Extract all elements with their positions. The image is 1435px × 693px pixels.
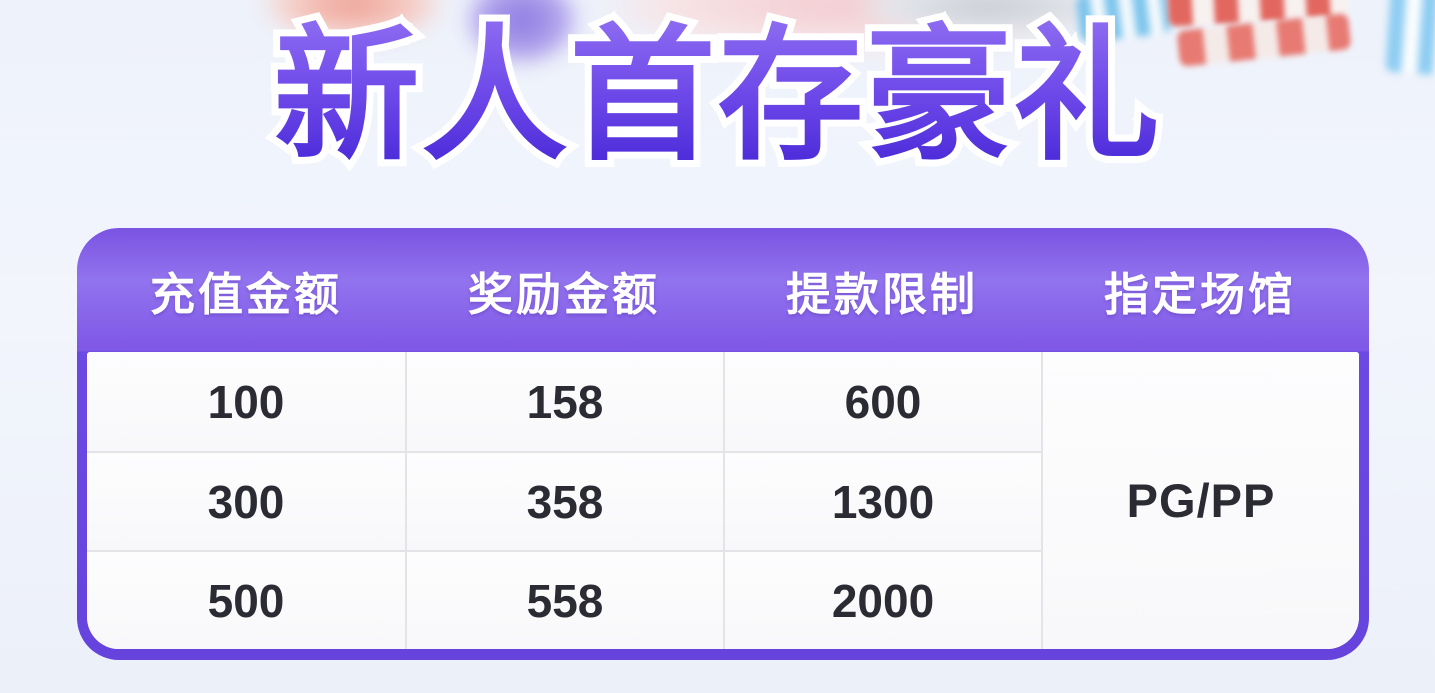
cell-deposit-r1: 100: [87, 352, 405, 451]
cell-bonus-r2: 358: [405, 451, 723, 550]
cell-deposit-r2: 300: [87, 451, 405, 550]
header-bonus-amount: 奖励金额: [467, 268, 660, 320]
deposit-bonus-table: 充值金额 奖励金额 提款限制 指定场馆 100 158 600 PG/PP 30…: [77, 228, 1369, 660]
page-title: 新人首存豪礼 新人首存豪礼: [0, 7, 1435, 184]
page-title-outline: 新人首存豪礼: [0, 7, 1435, 184]
page-title-text: 新人首存豪礼: [0, 14, 1435, 178]
cell-deposit-r3: 500: [87, 550, 405, 649]
header-deposit-amount: 充值金额: [149, 268, 342, 320]
header-withdrawal-limit: 提款限制: [785, 268, 978, 320]
cell-venue-merged: PG/PP: [1041, 352, 1359, 649]
cell-bonus-r1: 158: [405, 352, 723, 451]
header-designated-venue: 指定场馆: [1103, 268, 1296, 320]
cell-withdrawal-r3: 2000: [723, 550, 1041, 649]
cell-bonus-r3: 558: [405, 550, 723, 649]
table-header-row: 充值金额 奖励金额 提款限制 指定场馆: [87, 228, 1359, 352]
cell-withdrawal-r1: 600: [723, 352, 1041, 451]
table-body: 100 158 600 PG/PP 300 358 1300 500 558 2…: [87, 352, 1359, 649]
cell-withdrawal-r2: 1300: [723, 451, 1041, 550]
